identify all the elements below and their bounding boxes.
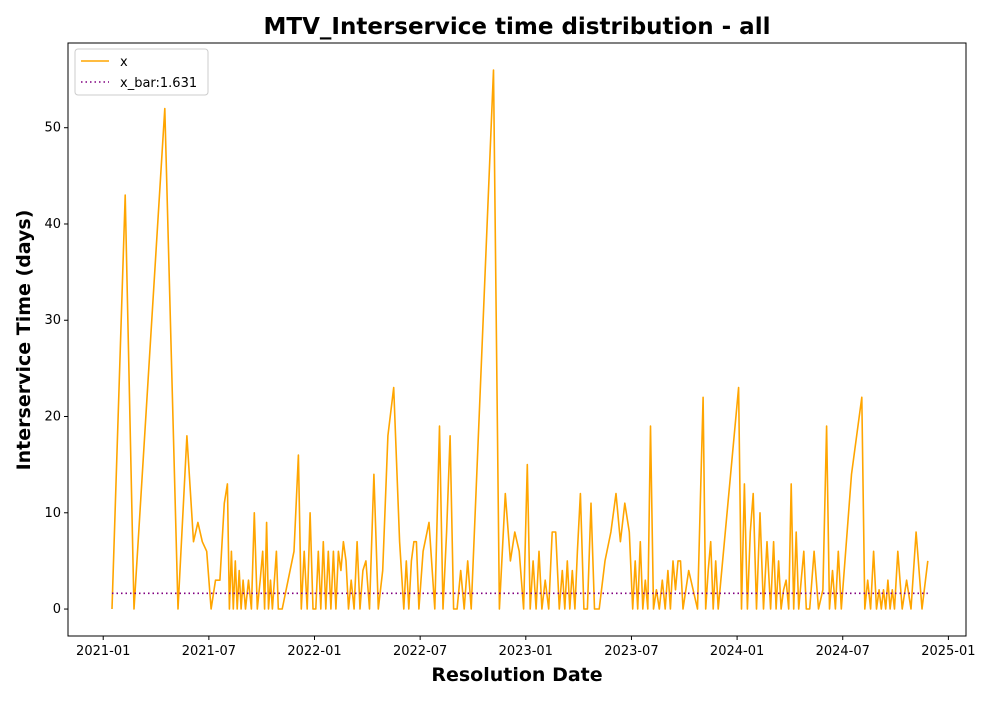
x-tick-label: 2023-07 [604, 644, 658, 659]
legend-label: x_bar:1.631 [120, 76, 197, 91]
plot-frame [67, 42, 967, 637]
data-line [111, 69, 929, 610]
y-tick-label: 40 [44, 217, 61, 232]
y-tick-label: 10 [44, 506, 61, 521]
y-axis-label: Interservice Time (days) [13, 210, 35, 471]
y-tick-label: 50 [44, 121, 61, 136]
x-tick-label: 2025-01 [921, 644, 975, 659]
x-tick-label: 2021-07 [182, 644, 236, 659]
x-tick-label: 2024-01 [710, 644, 764, 659]
x-tick-label: 2022-01 [287, 644, 341, 659]
chart-title: MTV_Interservice time distribution - all [264, 14, 771, 40]
x-tick-label: 2022-07 [393, 644, 447, 659]
y-tick-label: 0 [53, 602, 61, 617]
x-tick-label: 2024-07 [816, 644, 870, 659]
x-tick-label: 2023-01 [499, 644, 553, 659]
x-axis-label: Resolution Date [431, 664, 602, 686]
legend-label: x [120, 55, 128, 70]
x-tick-label: 2021-01 [76, 644, 130, 659]
y-tick-label: 30 [44, 313, 61, 328]
y-tick-label: 20 [44, 410, 61, 425]
